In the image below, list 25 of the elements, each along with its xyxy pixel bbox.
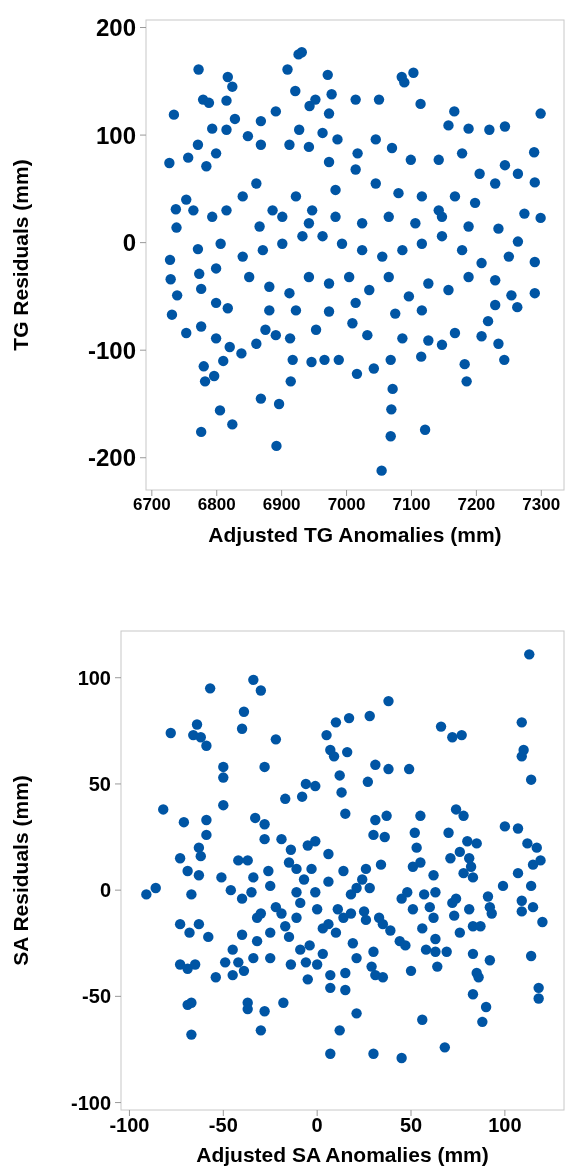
x-tick-label: 7300 (522, 495, 561, 514)
x-tick-label: -50 (208, 1114, 238, 1137)
y-tick-label: -50 (82, 985, 111, 1008)
x-axis-title: Adjusted TG Anomalies (mm) (208, 523, 502, 546)
y-axis-title: TG Residuals (mm) (9, 159, 32, 351)
y-tick-label: -100 (70, 1091, 111, 1114)
x-tick-label: 0 (311, 1114, 323, 1137)
y-tick-label: 0 (99, 879, 111, 902)
y-tick-label: 0 (122, 229, 136, 257)
x-tick-label: 7200 (457, 495, 496, 514)
x-tick-label: 7000 (327, 495, 366, 514)
x-axis-title: Adjusted SA Anomalies (mm) (196, 1143, 489, 1166)
x-tick-label: 50 (399, 1114, 423, 1137)
y-tick-label: -100 (87, 336, 136, 364)
y-tick-label: 100 (95, 121, 136, 149)
x-tick-label: 6900 (262, 495, 301, 514)
x-tick-label: 7100 (392, 495, 431, 514)
x-tick-label: 6800 (197, 495, 236, 514)
x-tick-label: 100 (488, 1114, 522, 1137)
y-tick-label: -200 (87, 444, 136, 472)
y-tick-label: 100 (77, 666, 111, 689)
y-tick-label: 200 (95, 14, 136, 42)
y-axis-title: SA Residuals (mm) (9, 775, 32, 966)
x-tick-label: 6700 (132, 495, 171, 514)
y-tick-label: 50 (88, 772, 111, 795)
